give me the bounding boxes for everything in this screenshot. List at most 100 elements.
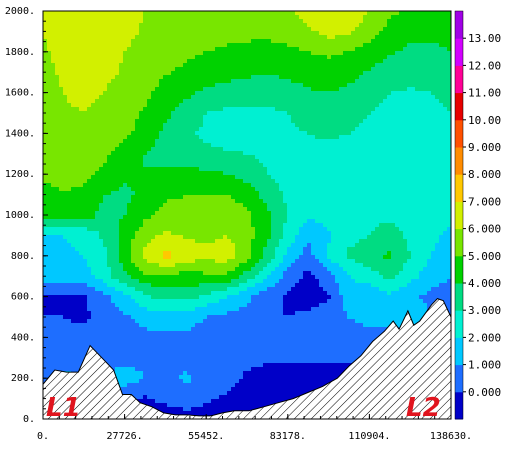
field-cell xyxy=(103,15,108,20)
field-cell xyxy=(123,87,128,92)
field-cell xyxy=(407,171,412,176)
field-cell xyxy=(347,31,352,36)
field-cell xyxy=(211,79,216,84)
field-cell xyxy=(255,95,260,100)
field-cell xyxy=(239,111,244,116)
field-cell xyxy=(135,103,140,108)
field-cell xyxy=(259,147,264,152)
field-cell xyxy=(151,139,156,144)
field-cell xyxy=(275,67,280,72)
field-cell xyxy=(83,83,88,88)
field-cell xyxy=(319,183,324,188)
field-cell xyxy=(415,23,420,28)
field-cell xyxy=(227,123,232,128)
field-cell xyxy=(223,15,228,20)
field-cell xyxy=(99,191,104,196)
field-cell xyxy=(251,167,256,172)
field-cell xyxy=(267,111,272,116)
field-cell xyxy=(99,87,104,92)
field-cell xyxy=(119,187,124,192)
field-cell xyxy=(59,187,64,192)
field-cell xyxy=(299,115,304,120)
field-cell xyxy=(423,79,428,84)
field-cell xyxy=(263,51,268,56)
field-cell xyxy=(431,87,436,92)
field-cell xyxy=(95,119,100,124)
field-cell xyxy=(99,71,104,76)
field-cell xyxy=(51,123,56,128)
field-cell xyxy=(115,55,120,60)
field-cell xyxy=(371,63,376,68)
field-cell xyxy=(403,55,408,60)
field-cell xyxy=(327,155,332,160)
field-cell xyxy=(115,115,120,120)
field-cell xyxy=(231,123,236,128)
field-cell xyxy=(407,99,412,104)
field-cell xyxy=(99,103,104,108)
field-cell xyxy=(447,199,451,204)
field-cell xyxy=(411,95,416,100)
field-cell xyxy=(295,123,300,128)
field-cell xyxy=(407,127,412,132)
field-cell xyxy=(395,191,400,196)
field-cell xyxy=(303,111,308,116)
field-cell xyxy=(271,95,276,100)
field-cell xyxy=(439,31,444,36)
field-cell xyxy=(191,15,196,20)
field-cell xyxy=(287,99,292,104)
field-cell xyxy=(179,183,184,188)
field-cell xyxy=(283,123,288,128)
field-cell xyxy=(239,75,244,80)
field-cell xyxy=(427,175,432,180)
field-cell xyxy=(195,47,200,52)
field-cell xyxy=(235,171,240,176)
field-cell xyxy=(343,19,348,24)
field-cell xyxy=(183,203,188,208)
field-cell xyxy=(299,107,304,112)
field-cell xyxy=(67,167,72,172)
field-cell xyxy=(355,95,360,100)
field-cell xyxy=(183,159,188,164)
field-cell xyxy=(155,147,160,152)
field-cell xyxy=(431,79,436,84)
field-cell xyxy=(419,179,424,184)
field-cell xyxy=(111,195,116,200)
field-cell xyxy=(359,63,364,68)
field-cell xyxy=(331,71,336,76)
field-cell xyxy=(363,91,368,96)
field-cell xyxy=(87,123,92,128)
field-cell xyxy=(359,67,364,72)
field-cell xyxy=(151,151,156,156)
field-cell xyxy=(123,67,128,72)
field-cell xyxy=(51,111,56,116)
field-cell xyxy=(107,31,112,36)
field-cell xyxy=(231,159,236,164)
field-cell xyxy=(159,203,164,208)
field-cell xyxy=(63,131,68,136)
field-cell xyxy=(207,91,212,96)
field-cell xyxy=(383,187,388,192)
field-cell xyxy=(147,119,152,124)
field-cell xyxy=(71,55,76,60)
field-cell xyxy=(287,151,292,156)
field-cell xyxy=(67,147,72,152)
field-cell xyxy=(111,27,116,32)
field-cell xyxy=(103,187,108,192)
field-cell xyxy=(71,59,76,64)
field-cell xyxy=(175,15,180,20)
field-cell xyxy=(447,151,451,156)
field-cell xyxy=(235,63,240,68)
field-cell xyxy=(411,23,416,28)
field-cell xyxy=(439,95,444,100)
field-cell xyxy=(227,191,232,196)
field-cell xyxy=(47,23,52,28)
field-cell xyxy=(187,47,192,52)
field-cell xyxy=(263,191,268,196)
field-cell xyxy=(135,39,140,44)
field-cell xyxy=(335,175,340,180)
field-cell xyxy=(279,23,284,28)
field-cell xyxy=(71,35,76,40)
field-cell xyxy=(139,35,144,40)
field-cell xyxy=(63,187,68,192)
field-cell xyxy=(375,47,380,52)
